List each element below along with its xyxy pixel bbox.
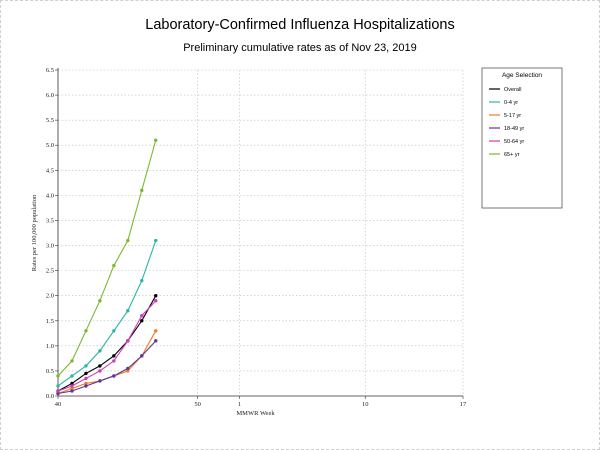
series-50-64 yr bbox=[56, 299, 158, 393]
data-point bbox=[84, 364, 88, 368]
data-point bbox=[84, 371, 88, 376]
x-tick-label: 17 bbox=[460, 401, 467, 408]
legend: Age Selection Overall 0-4 yr 5-17 yr 18-49 … bbox=[481, 67, 563, 209]
data-point bbox=[154, 339, 158, 343]
data-point bbox=[112, 263, 116, 268]
legend-items: Overall 0-4 yr 5-17 yr 18-49 yr 50-64 yr 65+ … bbox=[489, 87, 524, 158]
chart-subtitle: Preliminary cumulative rates as of Nov 2… bbox=[183, 42, 417, 54]
x-tick-label: 40 bbox=[55, 401, 62, 408]
y-tick-label: 3.0 bbox=[46, 243, 54, 250]
data-point bbox=[140, 319, 144, 323]
legend-label: 65+ yr bbox=[504, 152, 520, 158]
data-point bbox=[154, 238, 158, 243]
y-tick-label: 1.0 bbox=[46, 343, 54, 350]
x-axis-label: MMWR Week bbox=[236, 410, 275, 417]
legend-label: 5-17 yr bbox=[504, 113, 521, 119]
legend-box bbox=[481, 67, 563, 209]
data-point bbox=[70, 359, 74, 363]
data-point bbox=[70, 374, 74, 378]
data-point bbox=[126, 339, 130, 343]
legend-label: Overall bbox=[504, 87, 521, 93]
y-tick-label: 4.0 bbox=[46, 192, 54, 199]
data-point bbox=[140, 188, 144, 193]
series-65+ yr bbox=[56, 138, 158, 378]
data-point bbox=[70, 381, 74, 386]
series-18-49 yr bbox=[56, 339, 158, 396]
chart-title: Laboratory-Confirmed Influenza Hospitali… bbox=[145, 17, 455, 33]
data-point bbox=[98, 369, 102, 373]
data-point bbox=[154, 299, 158, 303]
x-tick-label: 10 bbox=[362, 401, 369, 408]
data-point bbox=[140, 314, 144, 318]
y-tick-label: 6.0 bbox=[46, 92, 54, 99]
grid-lines bbox=[58, 69, 464, 396]
legend-label: 50-64 yr bbox=[504, 139, 524, 145]
series-0-4 yr bbox=[56, 238, 158, 388]
data-point bbox=[154, 138, 158, 142]
data-point bbox=[56, 384, 60, 388]
legend-item: 65+ yr bbox=[489, 152, 520, 158]
y-tick-label: 2.5 bbox=[46, 268, 54, 275]
data-point bbox=[70, 389, 74, 393]
data-point bbox=[84, 376, 88, 381]
data-point bbox=[70, 384, 74, 388]
series-line bbox=[57, 240, 157, 387]
series-line bbox=[57, 300, 157, 392]
y-tick-label: 6.5 bbox=[46, 67, 54, 74]
x-axis-ticks: 40 50 1 10 17 bbox=[55, 396, 467, 408]
x-tick-label: 50 bbox=[194, 401, 201, 408]
legend-label: 0-4 yr bbox=[504, 100, 518, 106]
legend-item: 5-17 yr bbox=[489, 113, 521, 119]
data-point bbox=[84, 384, 88, 388]
legend-item: 0-4 yr bbox=[489, 100, 518, 106]
legend-title: Age Selection bbox=[502, 72, 542, 79]
data-point bbox=[98, 299, 102, 303]
series-lines bbox=[56, 138, 158, 396]
data-point bbox=[84, 381, 88, 386]
y-tick-label: 2.0 bbox=[46, 293, 54, 300]
series-line bbox=[57, 140, 157, 377]
y-tick-label: 5.5 bbox=[46, 117, 54, 124]
data-point bbox=[84, 329, 88, 333]
data-point bbox=[126, 369, 130, 373]
data-point bbox=[112, 359, 116, 363]
legend-item: Overall bbox=[489, 87, 521, 93]
data-point bbox=[140, 278, 144, 283]
data-point bbox=[56, 391, 60, 396]
series-line bbox=[57, 340, 157, 395]
data-point bbox=[98, 379, 102, 383]
data-point bbox=[70, 386, 74, 391]
y-tick-label: 4.5 bbox=[46, 167, 54, 174]
axes bbox=[57, 68, 463, 397]
x-tick-label: 1 bbox=[238, 401, 241, 408]
data-point bbox=[126, 309, 130, 313]
data-point bbox=[112, 374, 116, 378]
y-axis-ticks: 0.0 0.5 1.0 1.5 2.0 2.5 3.0 3.5 4.0 4.5 5.0 5.5 6.0 6… bbox=[46, 67, 58, 400]
legend-label: 18-49 yr bbox=[504, 126, 524, 132]
y-tick-label: 3.5 bbox=[46, 217, 54, 224]
data-point bbox=[98, 364, 102, 368]
data-point bbox=[126, 366, 130, 371]
y-axis-label: Rates per 100,000 population bbox=[31, 194, 38, 271]
legend-item: 18-49 yr bbox=[489, 126, 524, 132]
data-point bbox=[56, 374, 60, 378]
y-tick-label: 0.5 bbox=[46, 368, 54, 375]
data-point bbox=[140, 354, 144, 358]
legend-item: 50-64 yr bbox=[489, 139, 524, 145]
data-point bbox=[98, 349, 102, 353]
data-point bbox=[112, 354, 116, 358]
data-point bbox=[154, 293, 158, 298]
data-point bbox=[56, 389, 60, 393]
y-tick-label: 0.0 bbox=[46, 393, 54, 400]
y-tick-label: 1.5 bbox=[46, 318, 54, 325]
data-point bbox=[126, 238, 130, 243]
y-tick-label: 5.0 bbox=[46, 142, 54, 149]
data-point bbox=[154, 329, 158, 333]
data-point bbox=[112, 329, 116, 333]
series-line bbox=[57, 295, 157, 392]
